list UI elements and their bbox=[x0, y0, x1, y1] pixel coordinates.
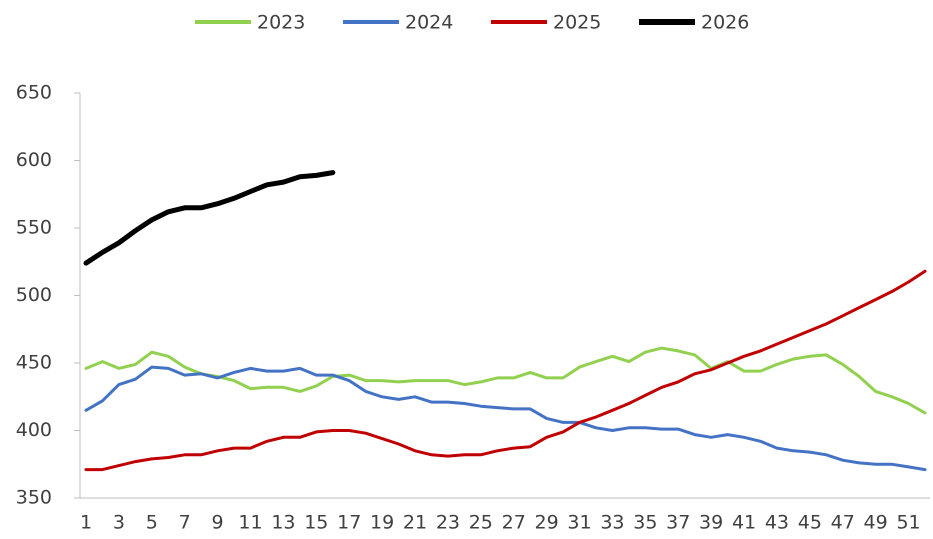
x-tick-label: 37 bbox=[666, 512, 690, 534]
series-line bbox=[84, 346, 927, 415]
legend-label: 2026 bbox=[701, 12, 749, 34]
x-tick-label: 35 bbox=[633, 512, 657, 534]
y-tick-label: 550 bbox=[16, 217, 52, 239]
x-tick-label: 45 bbox=[798, 512, 822, 534]
x-tick-label: 41 bbox=[732, 512, 756, 534]
x-tick-label: 21 bbox=[403, 512, 427, 534]
legend-label: 2023 bbox=[257, 12, 305, 34]
y-tick-label: 350 bbox=[16, 487, 52, 509]
x-tick-label: 27 bbox=[502, 512, 526, 534]
y-tick-label: 600 bbox=[16, 149, 52, 171]
x-tick-label: 3 bbox=[113, 512, 125, 534]
x-tick-label: 7 bbox=[179, 512, 191, 534]
x-tick-label: 29 bbox=[535, 512, 559, 534]
x-tick-label: 1 bbox=[80, 512, 92, 534]
y-tick-label: 500 bbox=[16, 284, 52, 306]
x-tick-label: 11 bbox=[238, 512, 262, 534]
y-tick-label: 450 bbox=[16, 352, 52, 374]
series-line bbox=[84, 365, 927, 472]
x-tick-label: 23 bbox=[436, 512, 460, 534]
legend-label: 2024 bbox=[405, 12, 453, 34]
x-tick-label: 51 bbox=[896, 512, 920, 534]
x-tick-label: 43 bbox=[765, 512, 789, 534]
x-tick-label: 31 bbox=[567, 512, 591, 534]
x-tick-label: 33 bbox=[600, 512, 624, 534]
x-tick-label: 25 bbox=[469, 512, 493, 534]
x-tick-label: 13 bbox=[271, 512, 295, 534]
y-tick-label: 650 bbox=[16, 82, 52, 104]
x-tick-label: 17 bbox=[337, 512, 361, 534]
y-tick-label: 400 bbox=[16, 419, 52, 441]
legend-label: 2025 bbox=[553, 12, 601, 34]
x-tick-label: 5 bbox=[146, 512, 158, 534]
series-line bbox=[83, 170, 336, 266]
x-tick-label: 49 bbox=[864, 512, 888, 534]
x-tick-label: 15 bbox=[304, 512, 328, 534]
x-tick-label: 9 bbox=[212, 512, 224, 534]
x-tick-label: 39 bbox=[699, 512, 723, 534]
series-line bbox=[84, 269, 927, 472]
x-tick-label: 47 bbox=[831, 512, 855, 534]
x-tick-label: 19 bbox=[370, 512, 394, 534]
